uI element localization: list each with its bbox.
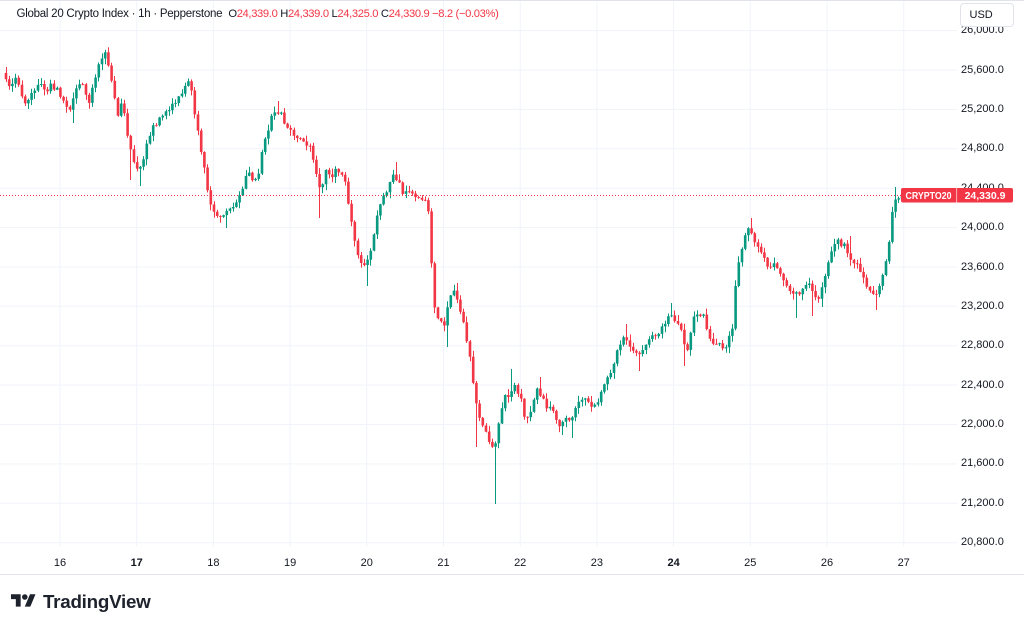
svg-text:CRYPTO20: CRYPTO20 <box>906 191 952 202</box>
svg-text:24,330.9: 24,330.9 <box>965 190 1006 202</box>
